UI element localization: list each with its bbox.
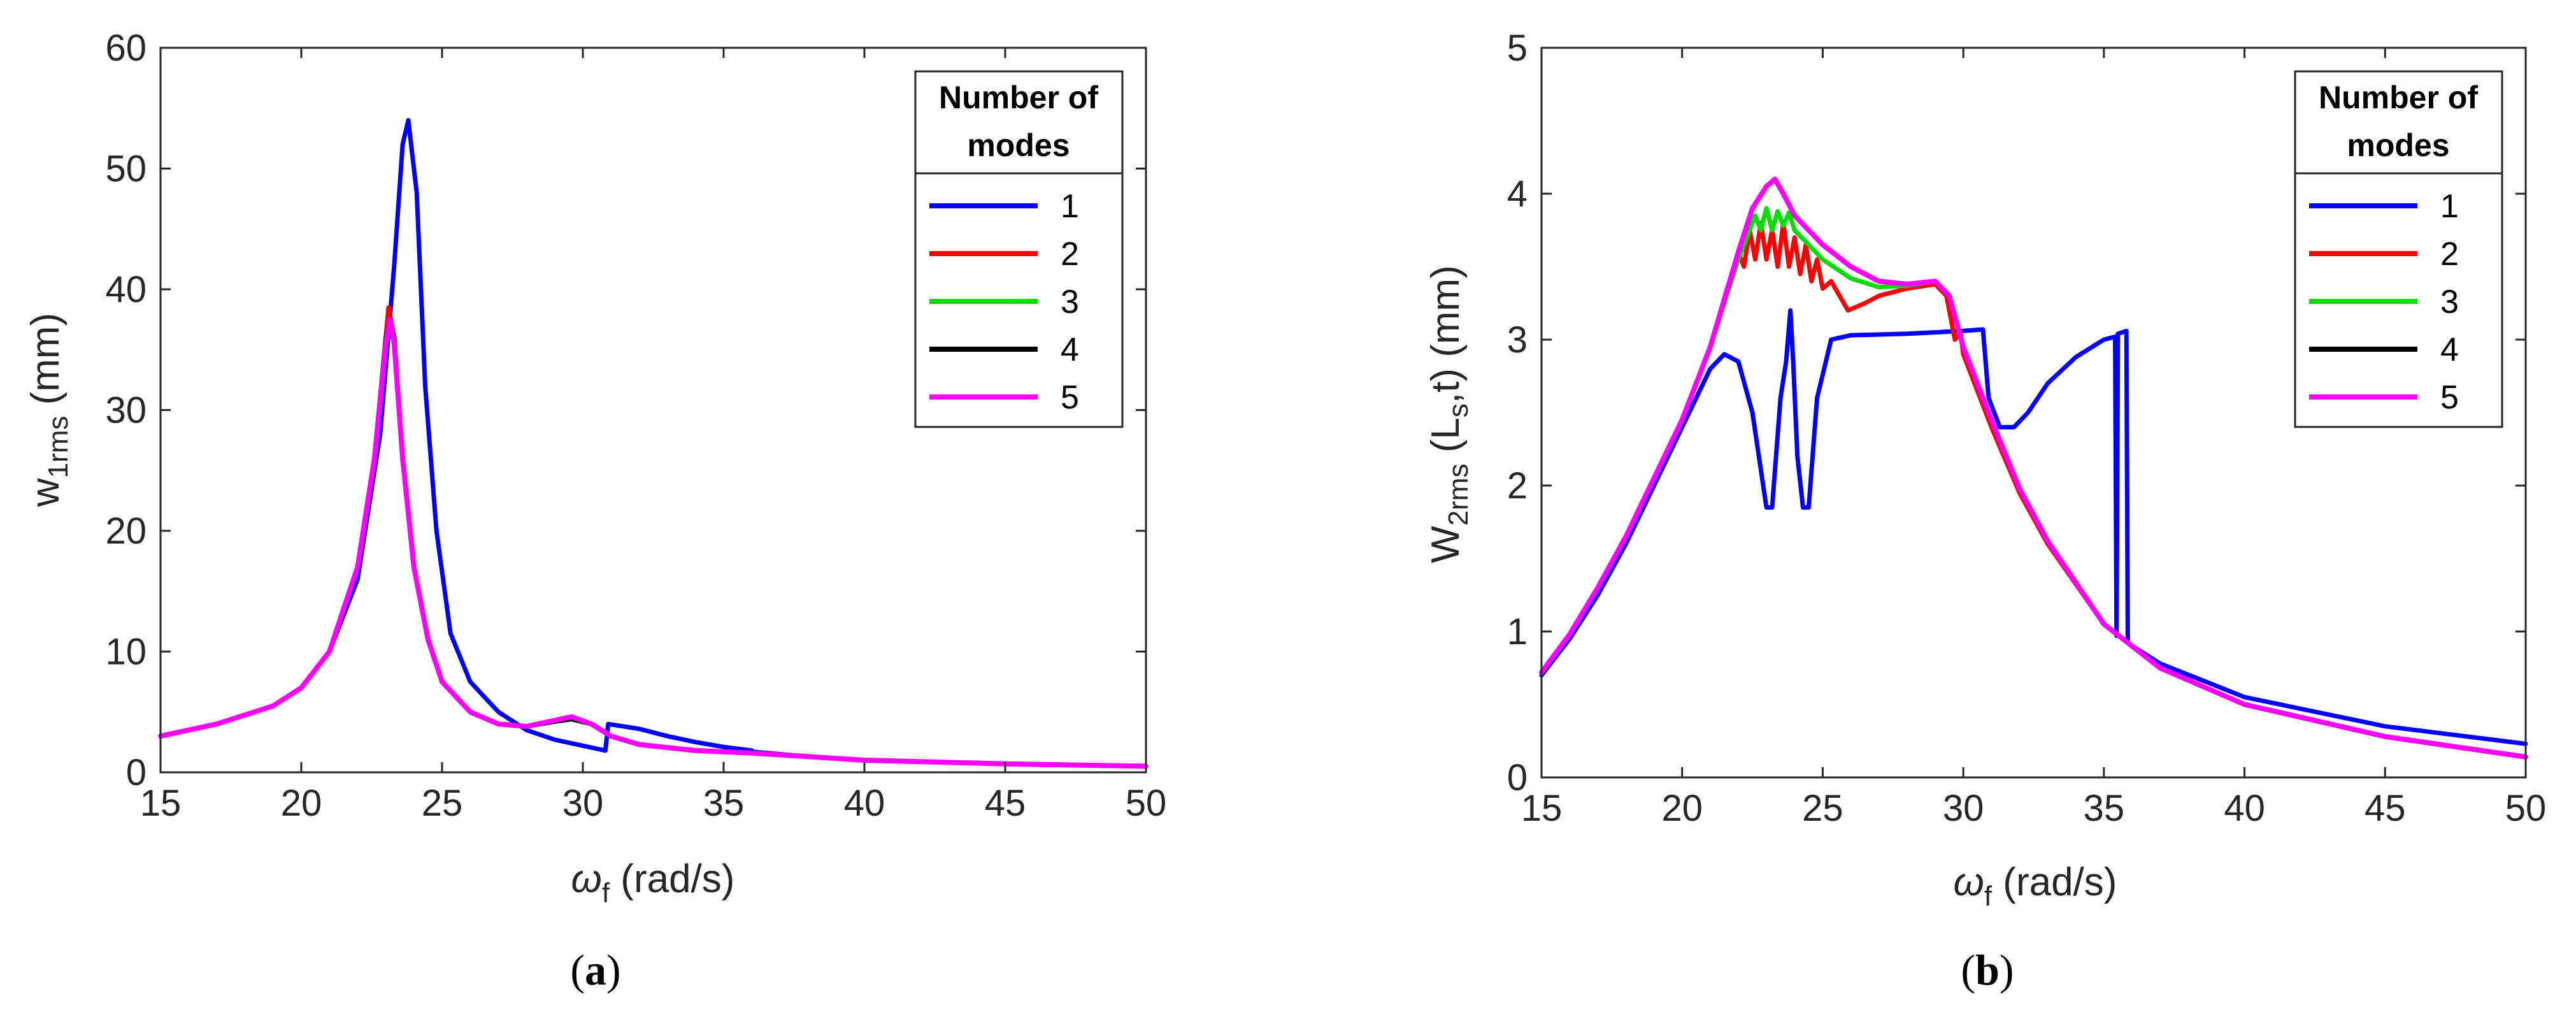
legend-label-mode-4: 4: [1061, 331, 1079, 368]
legend-items: 1 2 3 4 5: [929, 188, 1079, 416]
x-tick-label: 40: [844, 783, 885, 824]
y-tick-label: 20: [105, 510, 147, 552]
x-tick-label: 20: [281, 783, 322, 824]
legend: Number of modes 1 2 3 4 5: [914, 70, 1124, 428]
y-tick-label: 5: [1507, 27, 1528, 69]
legend-label-mode-2: 2: [2440, 236, 2459, 273]
x-tick-label: 15: [140, 783, 182, 824]
x-tick-label: 40: [2224, 788, 2265, 829]
x-axis-label: ωf (rad/s): [571, 857, 735, 909]
series-line-mode-5: [158, 317, 1148, 769]
legend-label-mode-3: 3: [2440, 284, 2459, 321]
panel-label-a: (a): [570, 946, 620, 994]
x-tick-label: 45: [985, 783, 1026, 824]
x-tick-label: 30: [1943, 788, 1984, 829]
x-tick-label: 35: [703, 783, 745, 824]
x-tick-label: 15: [1521, 788, 1563, 829]
legend-label-mode-2: 2: [1061, 236, 1079, 273]
y-tick-label: 1: [1507, 611, 1528, 653]
y-axis-label: w1rms (mm): [24, 313, 74, 507]
x-tick-label: 20: [1661, 788, 1703, 829]
y-tick-label: 60: [105, 27, 147, 69]
x-tick-label: 25: [1802, 788, 1843, 829]
legend-title-line1: Number of: [2319, 80, 2478, 115]
x-tick-label: 45: [2365, 788, 2406, 829]
panel-label-b: (b): [1961, 946, 2014, 994]
legend-label-mode-4: 4: [2440, 331, 2459, 368]
series-group: [1539, 177, 2528, 760]
y-tick-label: 2: [1507, 465, 1528, 507]
legend-label-mode-5: 5: [1061, 379, 1079, 416]
x-tick-label: 50: [1126, 783, 1167, 824]
legend-items: 1 2 3 4 5: [2309, 188, 2459, 416]
y-tick-label: 10: [105, 631, 147, 673]
y-tick-label: 3: [1507, 319, 1528, 361]
legend-label-mode-5: 5: [2440, 379, 2459, 416]
y-tick-label: 50: [105, 148, 147, 190]
series-group: [158, 118, 1148, 769]
legend: Number of modes 1 2 3 4 5: [2294, 70, 2503, 428]
x-tick-label: 30: [562, 783, 604, 824]
legend-label-mode-1: 1: [1061, 188, 1079, 225]
y-tick-label: 40: [105, 269, 147, 310]
series-line-mode-1: [1539, 308, 2528, 746]
y-axis-label: W2rms (Ls,t) (mm): [1424, 265, 1474, 563]
plot-frame: [1540, 47, 2527, 779]
legend-label-mode-3: 3: [1061, 284, 1079, 321]
legend-box: [914, 70, 1124, 428]
legend-title-line2: modes: [967, 127, 1070, 163]
legend-title-line1: Number of: [939, 80, 1098, 115]
y-tick-label: 0: [1507, 757, 1528, 798]
x-tick-label: 25: [422, 783, 463, 824]
x-tick-label: 50: [2505, 788, 2547, 829]
legend-title-line2: modes: [2347, 127, 2449, 163]
x-axis-label: ωf (rad/s): [1954, 860, 2117, 912]
legend-box: [2294, 70, 2503, 428]
y-tick-label: 0: [126, 752, 147, 793]
series-line-mode-5: [1539, 177, 2528, 760]
y-tick-label: 30: [105, 390, 147, 431]
y-tick-label: 4: [1507, 173, 1528, 215]
legend-label-mode-1: 1: [2440, 188, 2459, 225]
x-tick-label: 35: [2084, 788, 2125, 829]
